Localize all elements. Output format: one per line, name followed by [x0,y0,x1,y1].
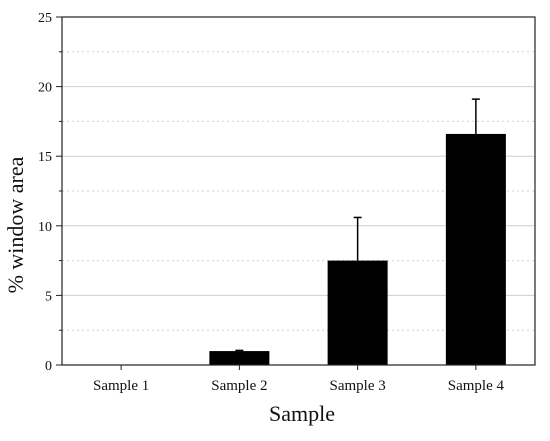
y-tick-label: 25 [38,11,52,26]
y-tick-label: 5 [45,289,52,304]
axis-layer [56,16,536,370]
x-tick-label: Sample 1 [93,378,149,394]
y-axis-title: % window area [3,156,28,293]
bar-layer [209,98,506,365]
y-tick-label: 0 [45,359,52,374]
x-tick-label: Sample 3 [330,378,386,394]
y-tick-label: 15 [38,150,52,165]
bar-4 [445,133,506,365]
x-tick-label: Sample 4 [448,378,505,394]
x-axis-title: Sample [269,401,335,426]
y-tick-label: 20 [38,81,52,96]
y-tick-label: 10 [38,220,52,235]
bar-2 [209,351,270,365]
label-layer: 0 5 10 15 20 25 Sample 1 Sample 2 Sample 3 Sample… [38,11,504,394]
bar-3 [327,260,388,365]
x-tick-label: Sample 2 [211,378,267,394]
